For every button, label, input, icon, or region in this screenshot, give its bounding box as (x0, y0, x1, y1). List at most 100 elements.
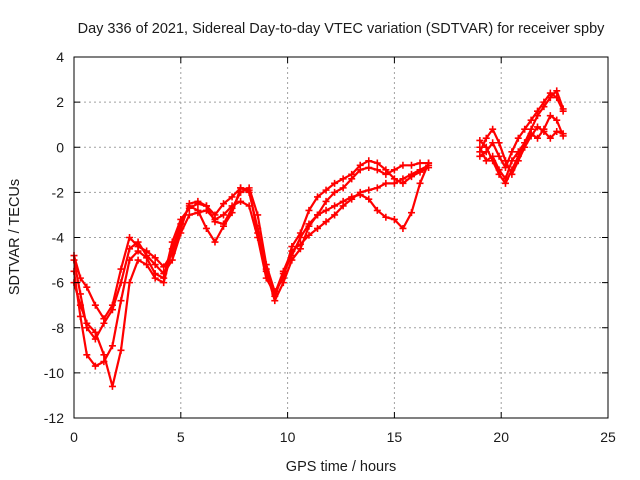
data-point (416, 168, 424, 176)
chart-title: Day 336 of 2021, Sidereal Day-to-day VTE… (78, 21, 606, 37)
data-point (134, 243, 142, 251)
data-point (160, 263, 168, 271)
data-point (296, 234, 304, 241)
data-point (143, 254, 151, 262)
data-point (546, 134, 554, 142)
data-point (399, 161, 407, 169)
data-point (348, 170, 356, 178)
data-point (407, 209, 415, 217)
data-point (365, 164, 373, 172)
series-track-6 (476, 89, 567, 172)
data-point (322, 206, 330, 214)
data-point (314, 193, 322, 201)
data-point (151, 274, 159, 282)
series-track-4 (70, 159, 433, 390)
y-axis-label: SDTVAR / TECUs (7, 179, 23, 295)
y-tick-label: -2 (52, 184, 65, 200)
data-point (534, 107, 542, 115)
y-tick-label: 0 (56, 139, 64, 155)
data-point (126, 234, 134, 241)
data-point (237, 184, 245, 192)
data-point (151, 261, 159, 269)
data-point (322, 197, 330, 205)
data-point (559, 132, 567, 140)
data-point (117, 265, 125, 273)
x-tick-label: 5 (177, 429, 185, 445)
data-point (348, 193, 356, 201)
data-point (211, 218, 219, 226)
data-point (482, 157, 490, 165)
x-tick-label: 25 (600, 429, 616, 445)
data-point (476, 136, 484, 144)
data-point (540, 98, 548, 106)
data-point (508, 148, 516, 156)
data-point (559, 107, 567, 115)
data-point (365, 195, 373, 203)
data-point (228, 193, 236, 201)
data-point (476, 148, 484, 156)
data-point (143, 261, 151, 269)
data-point (495, 152, 503, 160)
data-point (211, 238, 219, 246)
data-point (296, 245, 304, 253)
axis-ticks (73, 56, 609, 419)
data-point (331, 211, 339, 219)
data-point (288, 243, 296, 251)
data-point (228, 209, 236, 217)
data-point (390, 215, 398, 223)
data-point (322, 186, 330, 194)
data-point (279, 270, 287, 278)
data-point (211, 211, 219, 219)
data-point (305, 206, 313, 214)
data-point (527, 130, 535, 138)
x-axis-label: GPS time / hours (286, 459, 396, 475)
data-point (83, 351, 91, 359)
data-point (91, 328, 99, 336)
data-point (254, 211, 262, 219)
data-point (521, 139, 529, 147)
y-tick-labels: -12 -10 -8 -6 -4 -2 0 2 4 (44, 49, 64, 426)
data-point (288, 252, 296, 260)
data-point (553, 127, 561, 135)
data-point (482, 143, 490, 151)
data-point (220, 222, 228, 230)
data-point (527, 116, 535, 124)
data-point (76, 274, 84, 282)
data-point (262, 265, 270, 273)
data-point (416, 159, 424, 167)
data-point (76, 312, 84, 320)
data-point (202, 202, 210, 210)
data-point (339, 197, 347, 205)
data-point (365, 157, 373, 165)
data-point (305, 220, 313, 228)
data-point (382, 166, 390, 174)
data-point (399, 224, 407, 232)
series-line (479, 91, 565, 169)
data-point (314, 224, 322, 232)
data-point (83, 283, 91, 291)
data-point (356, 191, 364, 199)
data-point (540, 125, 548, 133)
data-point (495, 170, 503, 178)
grid (74, 57, 608, 418)
data-point (546, 89, 554, 97)
data-point (177, 220, 185, 228)
data-point (508, 157, 516, 165)
data-point (126, 256, 134, 264)
data-point (134, 256, 142, 264)
data-point (271, 292, 279, 300)
data-point (108, 382, 116, 390)
data-point (331, 188, 339, 196)
series-track-8 (476, 112, 567, 187)
data-point (482, 134, 490, 142)
data-point (553, 116, 561, 124)
data-point (76, 301, 84, 309)
data-point (160, 279, 168, 287)
data-point (399, 179, 407, 187)
data-point (339, 184, 347, 192)
data-point (331, 179, 339, 187)
x-tick-label: 10 (280, 429, 296, 445)
data-point (390, 175, 398, 183)
data-point (126, 279, 134, 287)
